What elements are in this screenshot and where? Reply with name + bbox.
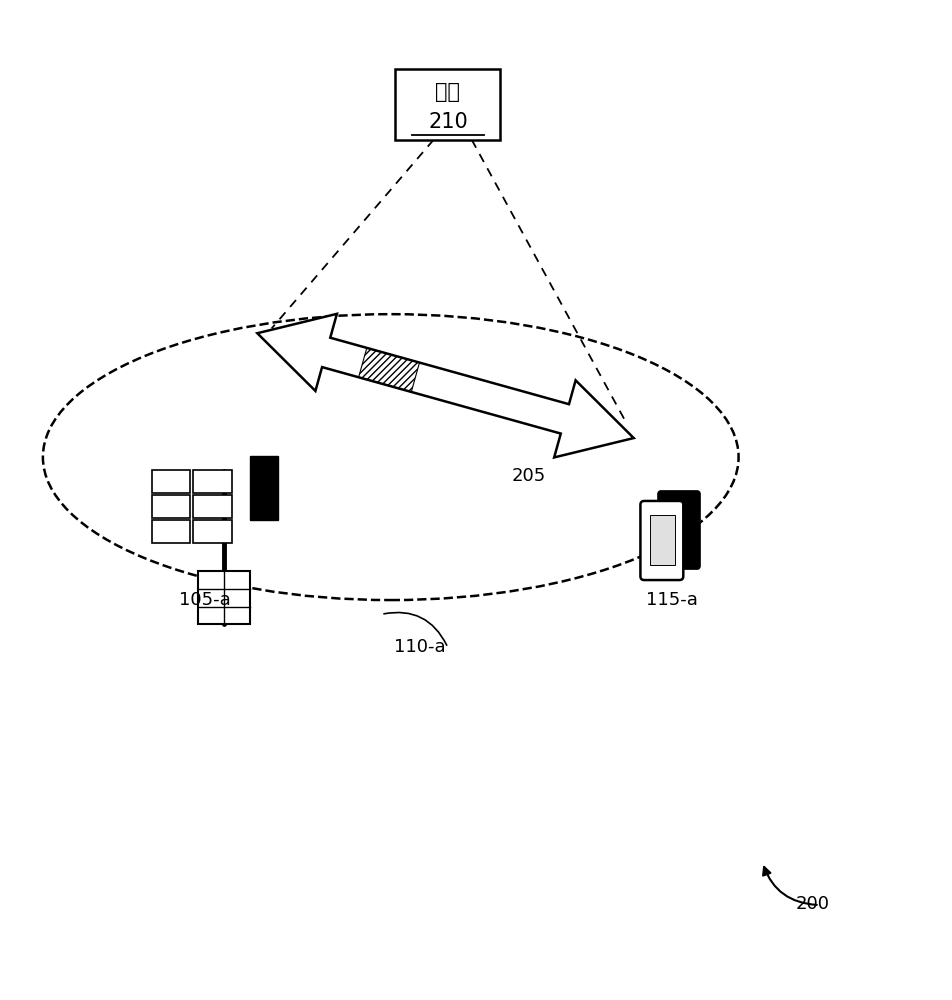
FancyBboxPatch shape [193,520,231,543]
Text: 105-a: 105-a [179,591,230,609]
FancyBboxPatch shape [151,470,189,493]
FancyBboxPatch shape [151,495,189,518]
Text: 200: 200 [795,895,829,913]
FancyBboxPatch shape [657,490,700,570]
Text: 110-a: 110-a [393,638,445,656]
FancyBboxPatch shape [151,520,189,543]
FancyBboxPatch shape [193,495,231,518]
FancyBboxPatch shape [649,515,674,565]
Polygon shape [198,571,249,624]
FancyBboxPatch shape [193,470,231,493]
FancyBboxPatch shape [640,501,683,580]
Text: 序列: 序列 [435,82,460,102]
Polygon shape [257,314,633,457]
FancyBboxPatch shape [249,456,278,520]
Text: 205: 205 [511,467,545,485]
FancyBboxPatch shape [395,69,500,140]
Text: 210: 210 [427,112,467,132]
Text: 115-a: 115-a [645,591,697,609]
